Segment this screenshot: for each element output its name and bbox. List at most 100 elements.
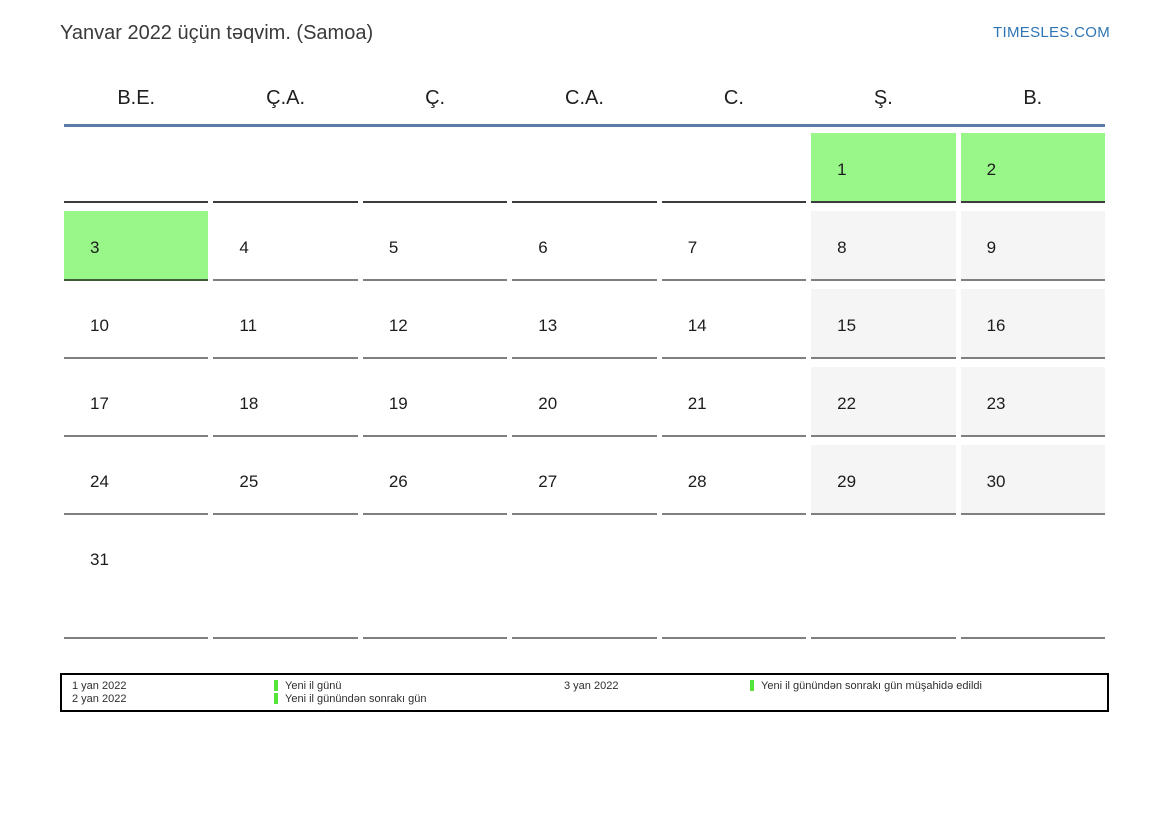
empty-cell [213,523,358,639]
weekday-label: Ç.A. [266,87,306,109]
empty-cell [213,133,358,203]
day-cell: 10 [64,289,209,359]
day-number: 2 [986,160,997,179]
day-number: 6 [538,238,548,257]
day-number: 17 [90,394,109,413]
day-cell: 21 [661,367,807,437]
weekday-label: B. [1023,87,1043,109]
holiday-day-cell: 3 [64,211,209,281]
legend-entry: Yeni il günü [274,680,427,693]
day-number: 23 [986,394,1006,413]
legend-entries-left: Yeni il günü Yeni il günündən sonrakı gü… [274,680,427,706]
legend-entry: Yeni il günündən sonrakı gün müşahidə ed… [750,680,982,693]
legend-date: 3 yan 2022 [564,680,619,692]
holiday-day-cell: 2 [960,133,1105,203]
day-cell: 6 [512,211,657,281]
holiday-marker-icon [274,693,278,704]
day-number: 29 [837,472,857,491]
legend-date: 2 yan 2022 [72,693,127,705]
day-number: 11 [239,316,258,335]
day-cell: 22 [811,367,956,437]
empty-cell [362,523,508,639]
day-cell: 18 [213,367,358,437]
empty-cell [64,133,209,203]
week-row: 31 [64,523,1105,639]
day-cell: 24 [64,445,209,515]
legend-entry: Yeni il günündən sonrakı gün [274,693,427,706]
day-cell: 23 [960,367,1105,437]
legend-label: Yeni il günü [285,680,342,692]
weekday-label: B.E. [117,87,156,109]
day-cell: 16 [960,289,1105,359]
day-cell: 7 [661,211,807,281]
day-number: 30 [986,472,1006,491]
calendar-grid: 1 2 3 4 5 6 7 8 9 10 11 12 13 14 15 16 17 18 19 20 21 22 23 24 2… [64,133,1105,639]
day-cell: 25 [213,445,358,515]
legend-label: Yeni il günündən sonrakı gün [285,693,427,705]
legend-dates-right: 3 yan 2022 [564,680,618,693]
day-number: 14 [687,316,707,335]
page-title: Yanvar 2022 üçün təqvim. (Samoa) [60,22,374,44]
week-row: 17 18 19 20 21 22 23 [64,367,1105,437]
week-row: 3 4 5 6 7 8 9 [64,211,1105,281]
weekday-label: Ş. [873,87,893,109]
day-cell: 20 [512,367,657,437]
day-number: 7 [687,238,698,257]
empty-cell [661,133,807,203]
day-cell: 4 [213,211,358,281]
day-cell: 28 [661,445,807,515]
day-number: 4 [239,238,249,257]
weekday-header-row: B.E. Ç.A. Ç. C.A. C. Ş. B. [64,73,1105,127]
day-number: 31 [90,550,109,569]
timesles-site-link[interactable]: TIMESLES.COM [993,24,1110,41]
day-number: 9 [986,238,997,257]
day-number: 27 [538,472,558,491]
day-number: 28 [687,472,707,491]
holiday-day-cell: 1 [811,133,956,203]
day-number: 16 [986,316,1006,335]
day-cell: 15 [811,289,956,359]
day-number: 12 [388,316,408,335]
week-row: 10 11 12 13 14 15 16 [64,289,1105,359]
legend-entries-right: Yeni il günündən sonrakı gün müşahidə ed… [750,680,982,693]
day-number: 18 [239,394,259,413]
day-number: 25 [239,472,259,491]
day-number: 5 [388,238,399,257]
day-cell: 31 [64,523,209,639]
day-number: 20 [538,394,558,413]
weekday-label: C.A. [565,87,604,109]
day-cell: 8 [811,211,956,281]
legend-dates-left: 1 yan 2022 2 yan 2022 [72,680,126,706]
empty-cell [661,523,807,639]
legend-label: Yeni il günündən sonrakı gün müşahidə ed… [761,680,982,692]
day-number: 22 [837,394,857,413]
empty-cell [960,523,1105,639]
day-cell: 17 [64,367,209,437]
calendar: B.E. Ç.A. Ç. C.A. C. Ş. B. 1 2 3 4 5 6 7 8 9 10 11 12 13 14… [64,73,1105,639]
weekday-label: C. [723,87,744,109]
empty-cell [811,523,956,639]
day-cell: 12 [362,289,508,359]
day-cell: 19 [362,367,508,437]
legend-date: 1 yan 2022 [72,680,127,692]
day-number: 3 [90,238,100,257]
holiday-marker-icon [750,680,754,691]
day-number: 21 [687,394,707,413]
week-row: 24 25 26 27 28 29 30 [64,445,1105,515]
day-number: 8 [837,238,847,257]
holiday-marker-icon [274,680,278,691]
day-cell: 14 [661,289,807,359]
day-number: 1 [837,160,847,179]
day-cell: 26 [362,445,508,515]
day-cell: 29 [811,445,956,515]
day-number: 26 [388,472,408,491]
weekday-label: Ç. [425,87,446,109]
day-number: 19 [388,394,408,413]
day-cell: 5 [362,211,508,281]
day-cell: 13 [512,289,657,359]
empty-cell [362,133,508,203]
day-cell: 27 [512,445,657,515]
empty-cell [512,133,657,203]
empty-cell [512,523,657,639]
